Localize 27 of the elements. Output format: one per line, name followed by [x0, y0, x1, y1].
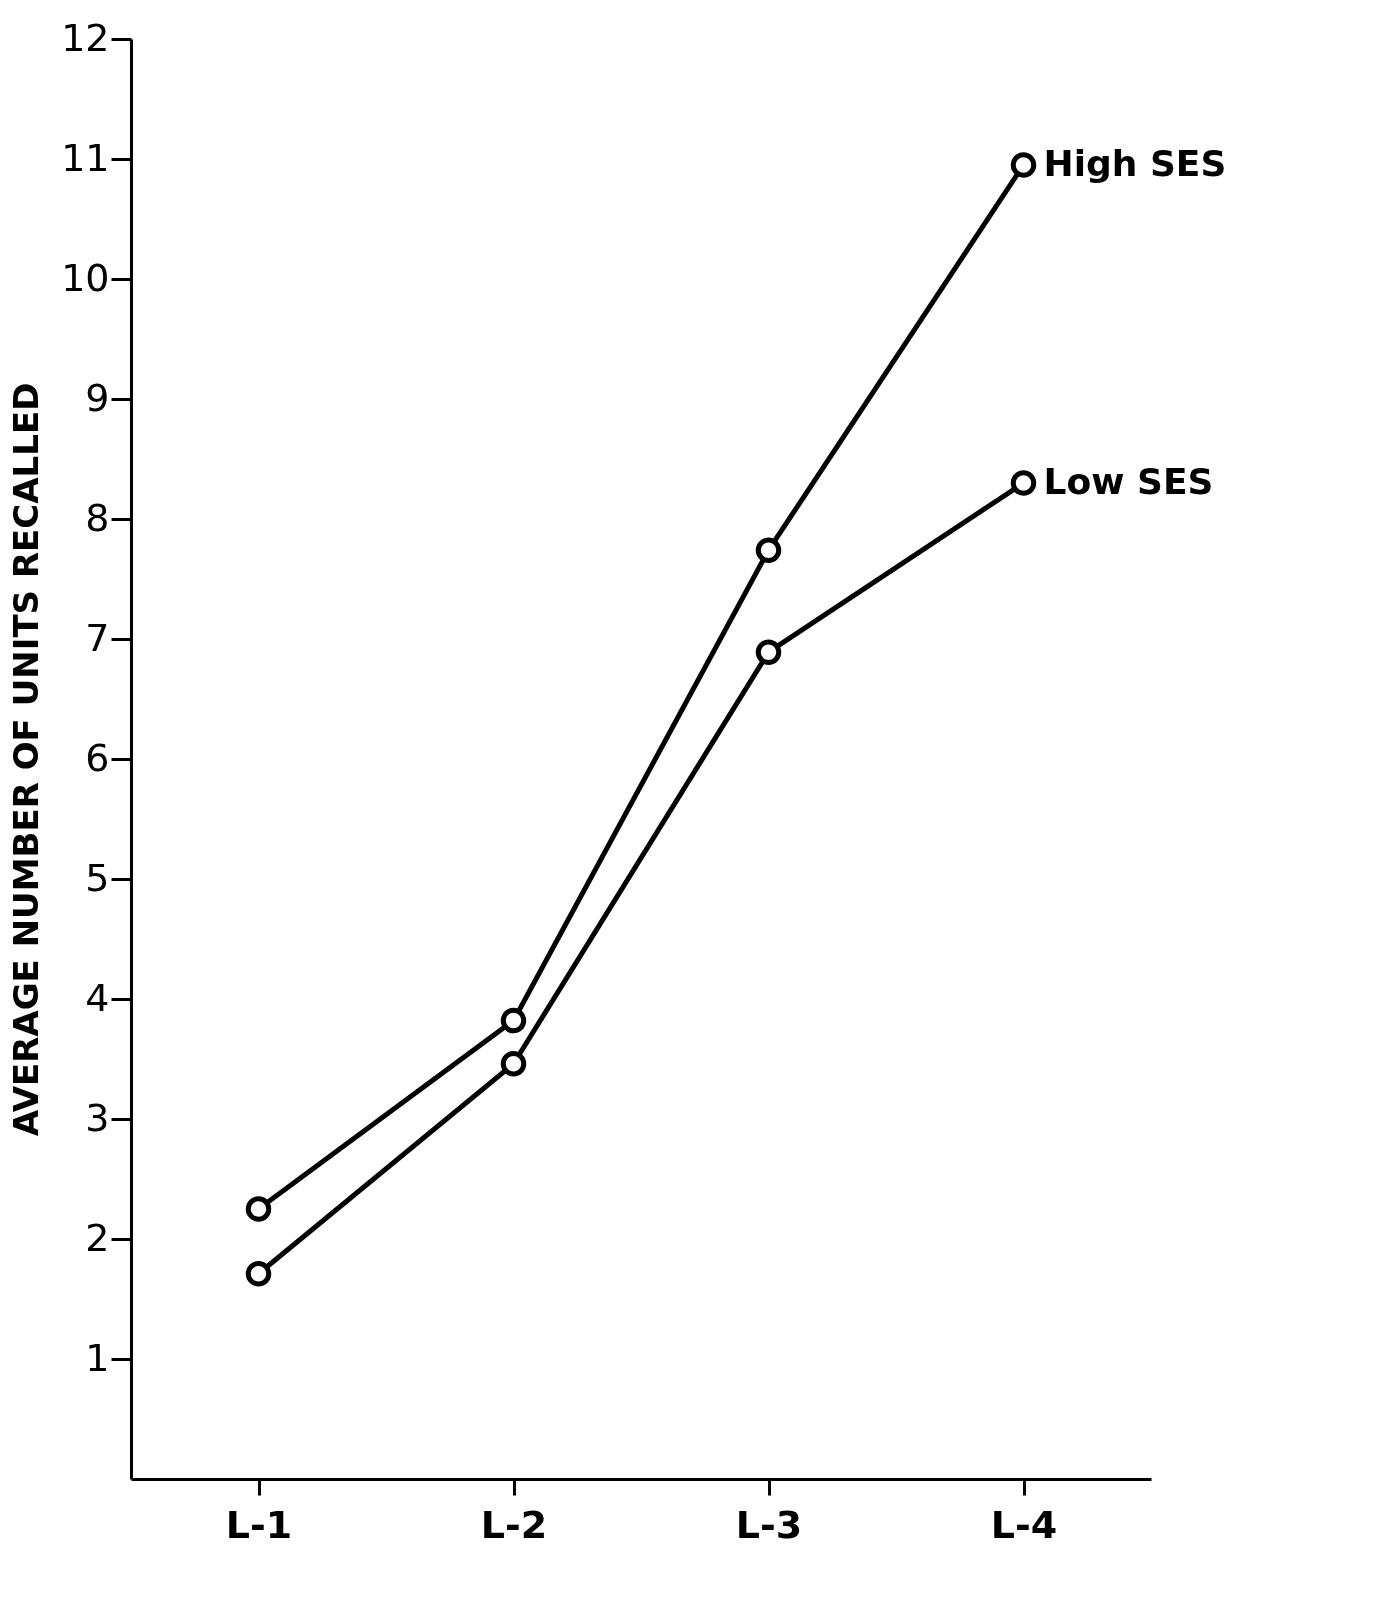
- series-label: Low SES: [1043, 461, 1214, 502]
- y-tick-label: 8: [85, 495, 110, 540]
- x-tick-label: L-2: [480, 1502, 548, 1547]
- y-tick-label: 10: [61, 255, 110, 300]
- x-tick-label: L-3: [735, 1502, 803, 1547]
- point: [245, 1196, 272, 1222]
- y-tick-label: 2: [85, 1215, 110, 1260]
- y-tick-label: 11: [61, 135, 110, 180]
- y-tick-label: 1: [85, 1335, 110, 1380]
- point: [755, 639, 782, 665]
- y-tick-label: 3: [85, 1095, 110, 1140]
- point: [245, 1261, 272, 1287]
- y-tick-label: 5: [85, 855, 110, 900]
- point: [500, 1007, 527, 1034]
- point: [1010, 470, 1037, 496]
- y-tick-label: 4: [85, 975, 110, 1020]
- y-axis-title: AVERAGE NUMBER OF UNITS RECALLED: [6, 382, 47, 1137]
- point: [500, 1051, 527, 1077]
- y-tick-label: 6: [85, 735, 110, 780]
- x-tick-label: L-1: [225, 1502, 293, 1547]
- point: [755, 537, 782, 563]
- y-tick-label: 7: [85, 615, 110, 660]
- x-tick-label: L-4: [990, 1502, 1058, 1547]
- y-tick-label: 9: [85, 375, 110, 420]
- point: [1010, 152, 1037, 178]
- series-label: High SES: [1043, 143, 1227, 184]
- y-tick-label: 12: [61, 15, 110, 60]
